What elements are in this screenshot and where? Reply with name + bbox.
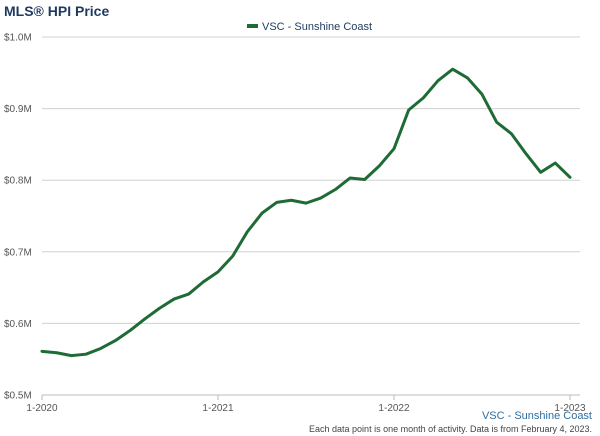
data-point[interactable]: [406, 107, 412, 113]
data-point[interactable]: [39, 348, 45, 354]
data-point[interactable]: [215, 269, 221, 275]
data-point[interactable]: [186, 291, 192, 297]
data-point[interactable]: [288, 197, 294, 203]
x-tick-label: 1-2022: [378, 403, 410, 414]
x-tick-label: 1-2020: [26, 403, 58, 414]
data-point[interactable]: [200, 279, 206, 285]
data-point[interactable]: [450, 66, 456, 72]
data-point[interactable]: [538, 169, 544, 175]
data-point[interactable]: [127, 328, 133, 334]
data-point[interactable]: [54, 350, 60, 356]
legend-label-vsc: VSC - Sunshine Coast: [262, 21, 372, 33]
footnote: Each data point is one month of activity…: [309, 424, 592, 434]
legend[interactable]: VSC - Sunshine Coast: [247, 21, 372, 33]
data-point[interactable]: [156, 305, 162, 311]
data-point[interactable]: [171, 296, 177, 302]
data-point[interactable]: [391, 146, 397, 152]
data-point[interactable]: [142, 316, 148, 322]
series-label-bottom: VSC - Sunshine Coast: [482, 410, 592, 422]
data-point[interactable]: [523, 151, 529, 157]
data-point[interactable]: [347, 175, 353, 181]
y-tick-label: $0.8M: [4, 176, 32, 187]
y-tick-label: $1.0M: [4, 33, 32, 44]
data-point[interactable]: [83, 351, 89, 357]
data-point[interactable]: [98, 345, 104, 351]
data-point[interactable]: [567, 174, 573, 180]
y-tick-label: $0.9M: [4, 104, 32, 115]
series-layer: [39, 66, 573, 359]
data-point[interactable]: [303, 200, 309, 206]
data-point[interactable]: [318, 195, 324, 201]
data-point[interactable]: [230, 253, 236, 259]
data-point[interactable]: [362, 176, 368, 182]
y-tick-label: $0.7M: [4, 247, 32, 258]
data-point[interactable]: [244, 229, 250, 235]
data-point[interactable]: [259, 210, 265, 216]
data-point[interactable]: [552, 160, 558, 166]
data-point[interactable]: [332, 187, 338, 193]
data-point[interactable]: [435, 78, 441, 84]
series-line-vsc[interactable]: [40, 67, 572, 358]
data-point[interactable]: [274, 199, 280, 205]
data-point[interactable]: [494, 119, 500, 125]
y-axis: $0.5M $0.6M $0.7M $0.8M $0.9M $1.0M: [4, 33, 32, 402]
data-point[interactable]: [464, 75, 470, 81]
data-point[interactable]: [68, 353, 74, 359]
chart-title: MLS® HPI Price: [4, 3, 110, 19]
data-point[interactable]: [508, 131, 514, 137]
x-tick-label: 1-2023: [554, 403, 586, 414]
data-point[interactable]: [420, 95, 426, 101]
gridlines: [42, 36, 580, 396]
data-point[interactable]: [376, 163, 382, 169]
data-point[interactable]: [112, 338, 118, 344]
y-tick-label: $0.5M: [4, 391, 32, 402]
x-tick-label: 1-2021: [202, 403, 234, 414]
x-axis: 1-2020 1-2021 1-2022 1-2023: [26, 395, 586, 414]
y-tick-label: $0.6M: [4, 319, 32, 330]
data-point[interactable]: [479, 91, 485, 97]
